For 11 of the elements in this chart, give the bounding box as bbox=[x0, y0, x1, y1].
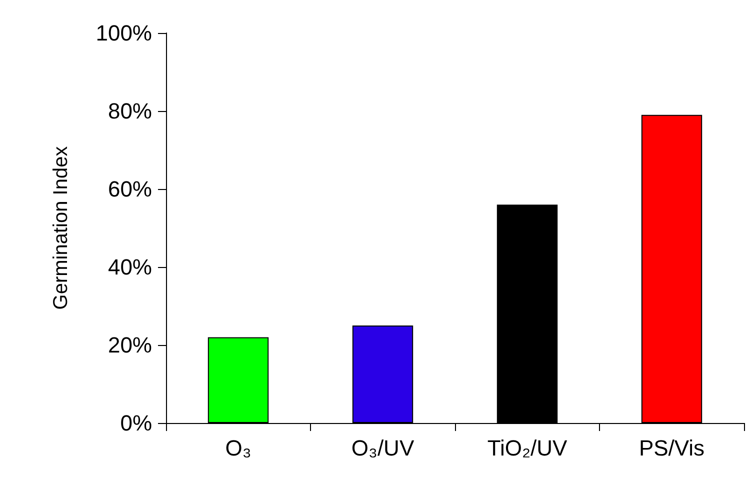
x-tick-label: TiO₂/UV bbox=[487, 436, 568, 460]
x-tick-label: PS/Vis bbox=[638, 436, 705, 460]
y-tick-label: 20% bbox=[108, 332, 152, 358]
y-axis-title: Germination Index bbox=[50, 146, 72, 310]
x-tick-label: O₃/UV bbox=[351, 436, 414, 460]
y-tick-label: 60% bbox=[108, 176, 152, 202]
y-tick-label: 40% bbox=[108, 254, 152, 280]
x-tick-label: O₃ bbox=[225, 436, 252, 460]
y-tick-label: 100% bbox=[96, 20, 152, 46]
y-tick-label: 80% bbox=[108, 98, 152, 124]
y-tick-label: 0% bbox=[120, 410, 152, 436]
